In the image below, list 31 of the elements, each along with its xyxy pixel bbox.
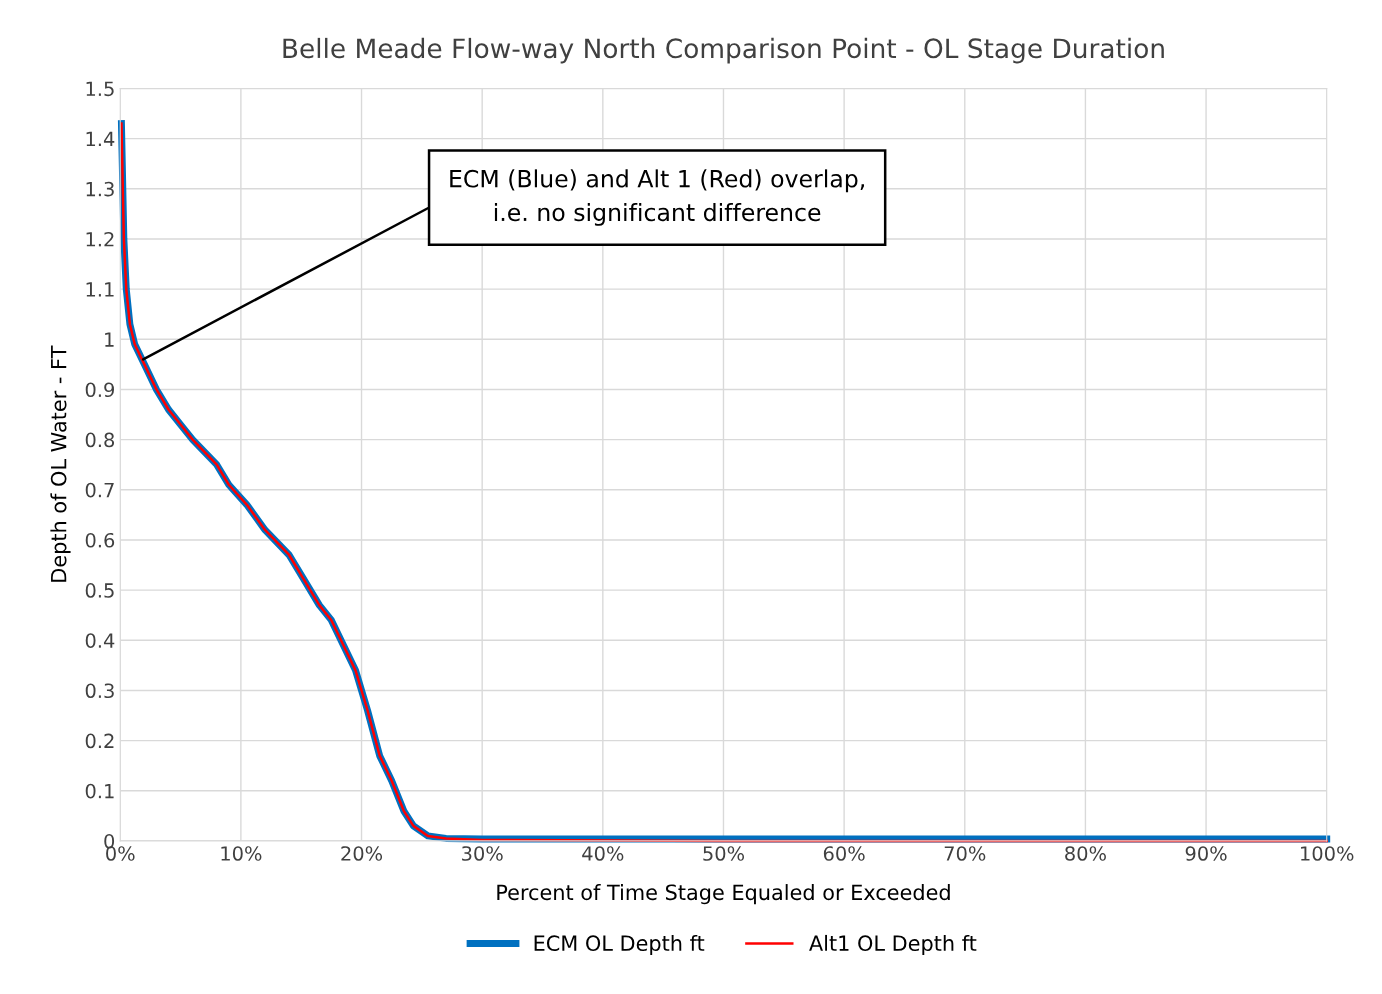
y-tick-label: 0.5 (85, 583, 114, 598)
y-tick-label: 1.5 (86, 81, 114, 97)
x-tick-label: 10% (221, 846, 262, 861)
x-tick-label: 100% (1301, 846, 1354, 861)
x-tick-label: 20% (341, 846, 383, 861)
x-tick-label: 90% (1185, 846, 1227, 861)
y-tick-label: 0.4 (85, 633, 115, 648)
y-tick-label: 1 (105, 332, 114, 347)
y-tick-label: 0.7 (85, 482, 114, 498)
legend-label: Alt1 OL Depth ft (809, 934, 977, 956)
y-tick-label: 1.1 (86, 282, 114, 297)
x-tick-label: 50% (703, 846, 745, 861)
annotation: ECM (Blue) and Alt 1 (Red) overlap, i.e. no significant difference (450, 169, 864, 226)
x-axis-title: Percent of Time Stage Equaled or Exceeded (497, 884, 950, 905)
y-tick-label: 1.4 (86, 131, 115, 147)
y-tick-label: 1.2 (86, 231, 114, 247)
y-tick-label: 0.1 (85, 783, 114, 799)
x-tick-label: 30% (462, 846, 503, 861)
x-tick-label: 80% (1065, 846, 1106, 861)
x-tick-label: 60% (823, 846, 865, 861)
chart-title: Belle Meade Flow-way North Comparison Point - OL Stage Duration (283, 37, 1164, 64)
legend-label: ECM OL Depth ft (534, 934, 705, 956)
y-tick-label: 0.2 (85, 733, 114, 749)
y-tick-label: 0.6 (85, 532, 115, 548)
x-tick-label: 70% (944, 846, 986, 861)
y-axis-title: Depth of OL Water - FT (50, 345, 71, 582)
y-tick-label: 0.8 (85, 432, 115, 448)
x-tick-label: 40% (582, 846, 624, 861)
y-tick-label: 1.3 (86, 181, 114, 197)
y-tick-label: 0.9 (85, 382, 115, 398)
y-tick-label: 0.3 (85, 683, 114, 699)
